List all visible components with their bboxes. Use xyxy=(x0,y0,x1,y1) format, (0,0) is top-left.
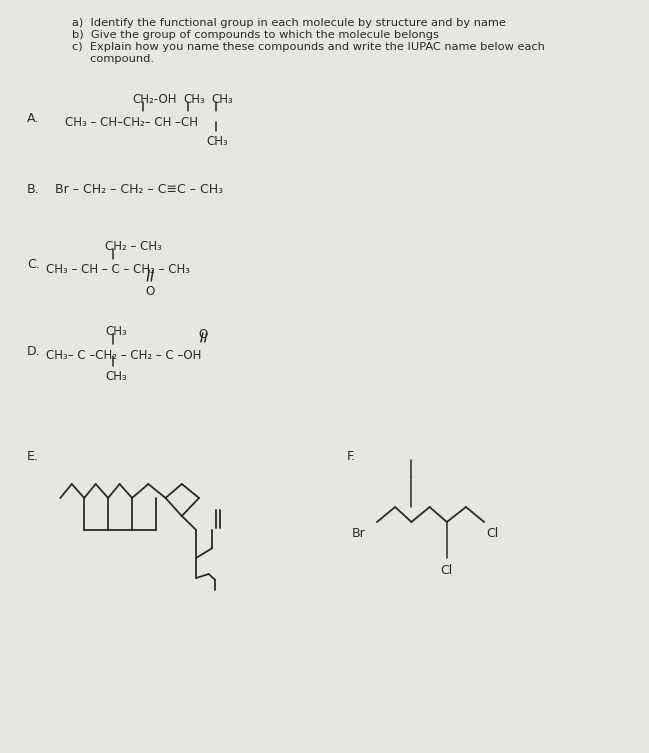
Text: CH₂-OH: CH₂-OH xyxy=(132,93,177,106)
Text: CH₃ – CH – C – CH₂ – CH₃: CH₃ – CH – C – CH₂ – CH₃ xyxy=(46,263,190,276)
Text: Cl: Cl xyxy=(486,527,498,540)
Text: Br – CH₂ – CH₂ – C≡C – CH₃: Br – CH₂ – CH₂ – C≡C – CH₃ xyxy=(56,183,224,196)
Text: O: O xyxy=(145,285,154,298)
Text: CH₂ – CH₃: CH₂ – CH₃ xyxy=(105,240,162,253)
Text: F.: F. xyxy=(347,450,356,463)
Text: CH₃: CH₃ xyxy=(105,325,127,338)
Text: CH₃: CH₃ xyxy=(184,93,206,106)
Text: E.: E. xyxy=(27,450,39,463)
Text: O: O xyxy=(198,328,207,341)
Text: CH₃: CH₃ xyxy=(206,135,228,148)
Text: b)  Give the group of compounds to which the molecule belongs: b) Give the group of compounds to which … xyxy=(72,30,439,40)
Text: A.: A. xyxy=(27,112,39,125)
Text: c)  Explain how you name these compounds and write the IUPAC name below each: c) Explain how you name these compounds … xyxy=(72,42,545,52)
Text: compound.: compound. xyxy=(72,54,154,64)
Text: Cl: Cl xyxy=(440,564,452,577)
Text: CH₃– C –CH₂ – CH₂ – C –OH: CH₃– C –CH₂ – CH₂ – C –OH xyxy=(46,349,201,362)
Text: Br: Br xyxy=(352,527,366,540)
Text: CH₃ – CH–CH₂– CH –CH: CH₃ – CH–CH₂– CH –CH xyxy=(65,116,198,129)
Text: D.: D. xyxy=(27,345,40,358)
Text: CH₃: CH₃ xyxy=(105,370,127,383)
Text: C.: C. xyxy=(27,258,40,271)
Text: a)  Identify the functional group in each molecule by structure and by name: a) Identify the functional group in each… xyxy=(72,18,506,28)
Text: B.: B. xyxy=(27,183,40,196)
Text: CH₃: CH₃ xyxy=(212,93,233,106)
